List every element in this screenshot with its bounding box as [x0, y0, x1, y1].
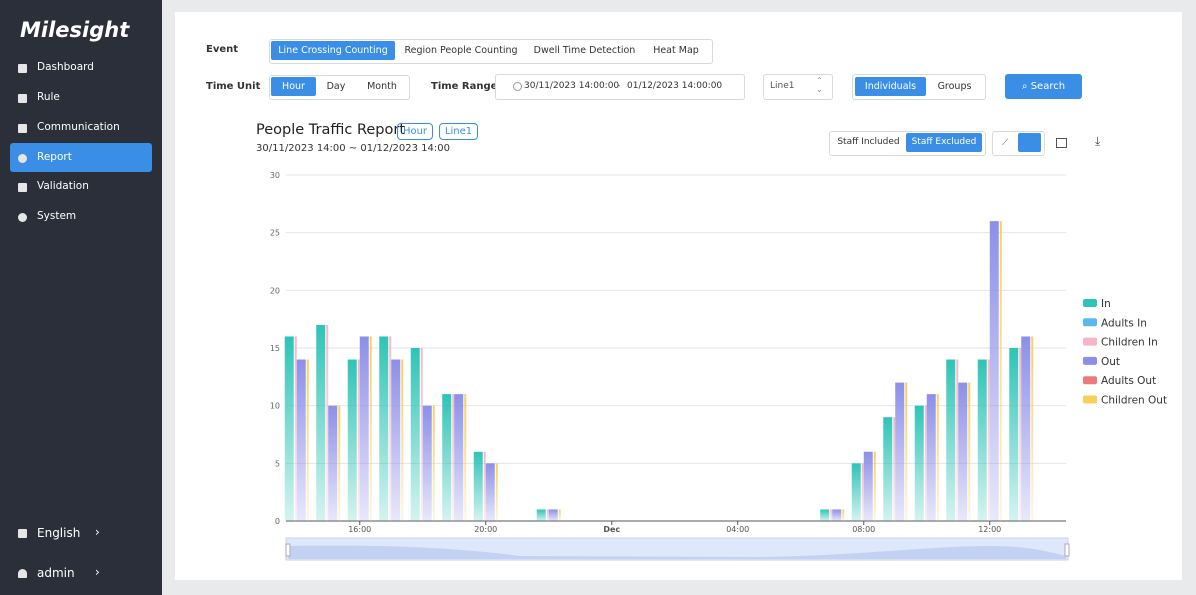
legend-swatch: [1083, 376, 1097, 384]
bar: [862, 463, 864, 521]
bar: [295, 336, 297, 521]
bar: [1000, 221, 1002, 521]
x-tick-label: 12:00: [978, 525, 1001, 534]
bar: [474, 452, 483, 521]
zoom-handle[interactable]: [1065, 544, 1069, 556]
bar: [956, 360, 958, 521]
y-tick-label: 0: [275, 517, 280, 526]
legend-swatch: [1083, 338, 1097, 346]
legend-swatch: [1083, 299, 1097, 307]
x-tick-label: 04:00: [726, 525, 749, 534]
legend-label: Adults Out: [1101, 375, 1156, 387]
bar: [864, 452, 873, 521]
bar: [370, 336, 372, 521]
bar: [1021, 336, 1030, 521]
bar: [454, 394, 463, 521]
bar: [852, 463, 861, 521]
bar: [348, 360, 357, 521]
x-tick-label: 16:00: [348, 525, 371, 534]
bar: [391, 360, 400, 521]
bar: [832, 509, 841, 521]
y-tick-label: 30: [270, 171, 280, 180]
bar: [830, 509, 832, 521]
legend-label: Children In: [1101, 337, 1158, 349]
bar: [537, 509, 546, 521]
bar: [297, 360, 306, 521]
bar: [883, 417, 892, 521]
legend-swatch: [1083, 396, 1097, 404]
x-tick-label: Dec: [603, 525, 620, 534]
bar: [379, 336, 388, 521]
bar: [978, 360, 987, 521]
bar: [905, 383, 907, 521]
bar: [1009, 348, 1018, 521]
legend-swatch: [1083, 357, 1097, 365]
bar: [307, 360, 309, 521]
bar: [958, 383, 967, 521]
bar: [915, 406, 924, 521]
bar: [927, 394, 936, 521]
y-tick-label: 20: [270, 286, 280, 295]
bar: [442, 394, 451, 521]
bar: [990, 221, 999, 521]
bar: [1019, 348, 1021, 521]
bar: [389, 336, 391, 521]
legend-swatch: [1083, 318, 1097, 326]
bar: [326, 325, 328, 521]
x-tick-label: 20:00: [474, 525, 497, 534]
bar: [874, 452, 876, 521]
bar: [559, 509, 561, 521]
y-tick-label: 5: [275, 459, 280, 468]
bar: [433, 406, 435, 521]
bar: [968, 383, 970, 521]
bar: [328, 406, 337, 521]
legend-label: In: [1101, 298, 1111, 310]
bar: [925, 406, 927, 521]
zoom-handle[interactable]: [286, 544, 290, 556]
legend-label: Out: [1101, 356, 1120, 368]
bar: [842, 509, 844, 521]
bar: [486, 463, 495, 521]
y-tick-label: 15: [270, 344, 280, 353]
bar: [421, 348, 423, 521]
x-tick-label: 08:00: [852, 525, 875, 534]
bar: [937, 394, 939, 521]
bar: [1031, 336, 1033, 521]
bar: [893, 417, 895, 521]
bar: [484, 452, 486, 521]
bar: [360, 336, 369, 521]
bar: [358, 360, 360, 521]
legend-label: Adults In: [1101, 317, 1147, 329]
bar: [547, 509, 549, 521]
bar: [464, 394, 466, 521]
bar: [411, 348, 420, 521]
bar: [496, 463, 498, 521]
bar: [338, 406, 340, 521]
bar: [423, 406, 432, 521]
bar: [285, 336, 294, 521]
bar: [452, 394, 454, 521]
y-tick-label: 10: [270, 402, 280, 411]
bar: [988, 360, 990, 521]
bar: [946, 360, 955, 521]
bar: [549, 509, 558, 521]
bar: [316, 325, 325, 521]
bar: [820, 509, 829, 521]
y-tick-label: 25: [270, 229, 280, 238]
bar: [895, 383, 904, 521]
bar: [401, 360, 403, 521]
legend-label: Children Out: [1101, 395, 1167, 407]
